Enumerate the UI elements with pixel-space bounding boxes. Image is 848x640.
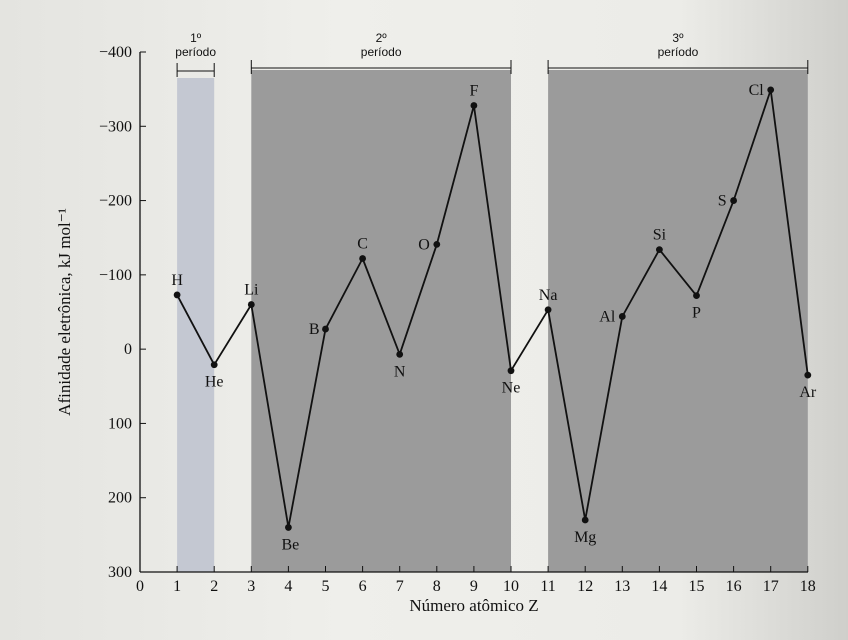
data-series: [173, 86, 812, 531]
data-point-cl: [767, 86, 775, 94]
x-tick-label: 8: [433, 578, 441, 595]
period-number-label: 3º: [672, 31, 684, 45]
data-point-p: [693, 292, 700, 300]
period-name-label: período: [361, 45, 402, 59]
x-tick-label: 9: [470, 578, 478, 595]
element-label-na: Na: [539, 287, 558, 304]
x-tick-label: 5: [322, 578, 330, 595]
period-name-label: período: [175, 45, 216, 59]
element-label-he: He: [205, 374, 224, 391]
y-tick-label: 200: [108, 490, 132, 507]
x-tick-label: 10: [503, 578, 519, 595]
x-tick-label: 0: [136, 578, 144, 595]
x-tick-label: 18: [800, 578, 816, 595]
element-label-s: S: [718, 193, 727, 210]
element-label-n: N: [394, 363, 406, 380]
y-tick-label: −100: [99, 267, 132, 284]
y-tick-label: 300: [108, 564, 132, 581]
data-point-f: [470, 102, 478, 109]
data-point-b: [322, 325, 329, 333]
x-tick-label: 12: [577, 578, 593, 595]
x-tick-label: 16: [726, 578, 742, 595]
data-point-al: [618, 313, 626, 320]
x-tick-label: 3: [247, 578, 255, 595]
data-point-si: [656, 246, 663, 254]
period-band: [177, 78, 215, 572]
x-tick-label: 14: [651, 578, 667, 595]
data-point-na: [544, 306, 552, 314]
x-tick-label: 6: [359, 578, 367, 595]
data-point-he: [210, 361, 218, 369]
data-point-li: [247, 301, 255, 308]
element-label-p: P: [692, 305, 701, 322]
element-label-be: Be: [282, 536, 300, 553]
data-point-ar: [804, 371, 812, 379]
element-label-cl: Cl: [749, 82, 765, 99]
y-axis-title: Afinidade eletrônica, kJ mol⁻¹: [55, 208, 74, 416]
element-label-b: B: [309, 321, 320, 338]
element-label-al: Al: [599, 308, 616, 325]
period-number-label: 1º: [190, 31, 202, 45]
affinity-line: [176, 89, 809, 529]
x-tick-label: 4: [284, 578, 292, 595]
x-axis-title: Número atômico Z: [409, 596, 538, 615]
period-number-label: 2º: [376, 31, 388, 45]
element-label-li: Li: [244, 282, 259, 299]
data-point-s: [730, 197, 737, 204]
x-tick-label: 15: [689, 578, 705, 595]
y-tick-label: 0: [124, 341, 132, 358]
x-tick-label: 2: [210, 578, 218, 595]
element-label-mg: Mg: [574, 529, 596, 546]
period-name-label: período: [658, 45, 699, 59]
period-band: [251, 70, 512, 572]
element-label-ne: Ne: [502, 380, 521, 397]
x-tick-label: 7: [396, 578, 404, 595]
data-point-n: [396, 350, 404, 358]
x-tick-label: 1: [173, 578, 181, 595]
data-point-be: [285, 524, 292, 531]
data-point-c: [359, 255, 366, 262]
element-label-h: H: [171, 272, 183, 289]
element-label-f: F: [469, 82, 478, 99]
element-label-si: Si: [653, 227, 667, 244]
y-tick-label: −400: [99, 44, 132, 61]
period-bands: [176, 60, 809, 572]
data-point-mg: [581, 516, 589, 524]
y-tick-label: −200: [99, 193, 132, 210]
data-point-ne: [507, 367, 515, 375]
y-tick-label: −300: [99, 118, 132, 135]
y-tick-label: 100: [108, 415, 132, 432]
x-tick-label: 17: [763, 578, 779, 595]
period-band: [548, 70, 808, 572]
data-point-o: [433, 241, 441, 248]
annotation-labels: 1ºperíodo2ºperíodo3ºperíodoHHeLiBeBCNOFN…: [171, 31, 817, 553]
x-tick-label: 11: [540, 578, 555, 595]
element-label-ar: Ar: [799, 384, 817, 401]
element-label-o: O: [418, 236, 430, 253]
x-tick-label: 13: [614, 578, 630, 595]
element-label-c: C: [357, 236, 368, 253]
data-point-h: [173, 291, 181, 299]
